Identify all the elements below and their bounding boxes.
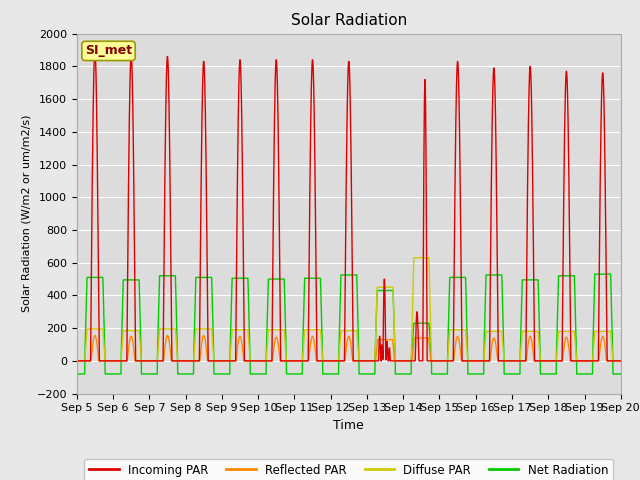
Text: SI_met: SI_met: [85, 44, 132, 58]
Y-axis label: Solar Radiation (W/m2 or um/m2/s): Solar Radiation (W/m2 or um/m2/s): [21, 115, 31, 312]
Legend: Incoming PAR, Reflected PAR, Diffuse PAR, Net Radiation: Incoming PAR, Reflected PAR, Diffuse PAR…: [84, 459, 613, 480]
X-axis label: Time: Time: [333, 419, 364, 432]
Title: Solar Radiation: Solar Radiation: [291, 13, 407, 28]
